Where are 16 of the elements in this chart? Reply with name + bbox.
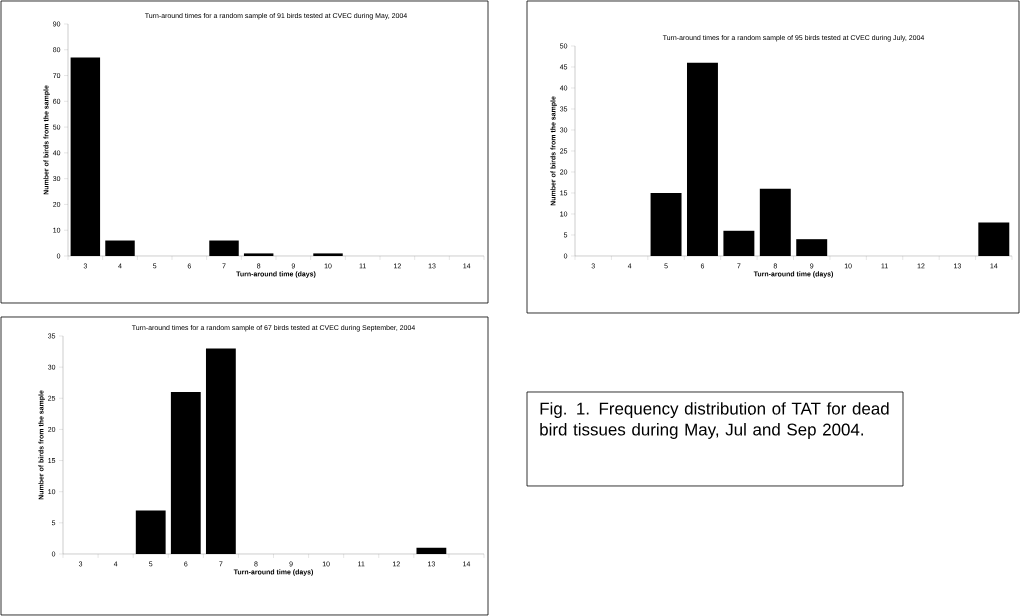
bar — [723, 230, 755, 256]
bar — [416, 547, 447, 554]
bar — [243, 253, 274, 256]
bar — [170, 392, 201, 554]
bar — [759, 188, 791, 256]
bar — [209, 240, 239, 256]
caption: Fig. 1. Frequency distribution of TAT for dead bird tissues during May, Jul and Sep 2004. — [540, 402, 889, 439]
bar — [105, 240, 135, 256]
bar — [687, 62, 718, 256]
bar — [650, 192, 682, 256]
bar — [70, 57, 101, 256]
bar — [978, 222, 1010, 256]
bar — [205, 348, 236, 554]
bar — [796, 239, 828, 256]
bar — [135, 510, 166, 554]
bar — [313, 253, 343, 256]
